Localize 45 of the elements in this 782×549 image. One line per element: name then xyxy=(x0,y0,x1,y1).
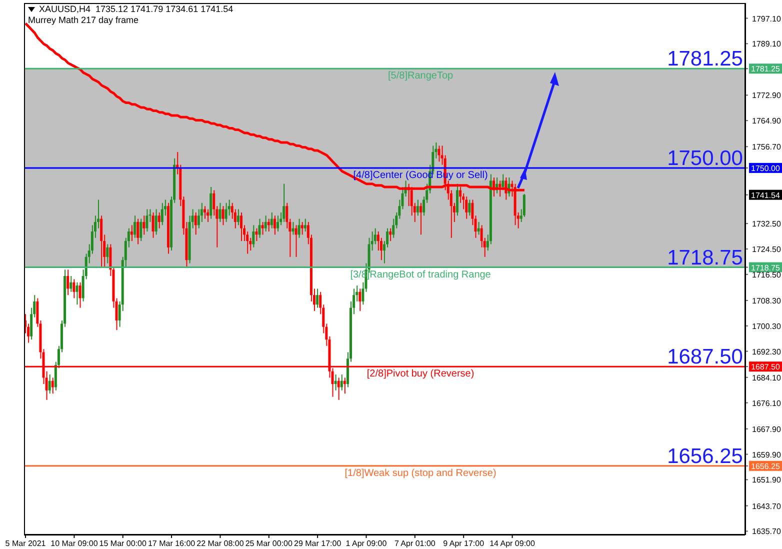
x-tick-label: 25 Mar 00:00 xyxy=(245,539,294,548)
x-tick-label: 5 Mar 2021 xyxy=(5,539,46,548)
x-tick-label: 7 Apr 01:00 xyxy=(394,539,436,548)
chart-title: XAUUSD,H4 1735.12 1741.79 1734.61 1741.54 xyxy=(39,4,234,14)
y-tick-label: 1750.00 xyxy=(751,164,780,173)
x-tick-label: 17 Mar 16:00 xyxy=(148,539,196,548)
ref-line-label: [5/8]RangeTop xyxy=(388,70,454,82)
y-tick-label: 1756.70 xyxy=(752,142,782,152)
y-tick-label: 1656.25 xyxy=(751,462,780,471)
x-tick-label: 22 Mar 08:00 xyxy=(196,539,244,548)
y-tick-label: 1764.90 xyxy=(752,116,782,126)
y-tick-label: 1687.50 xyxy=(751,362,780,372)
x-tick-label: 14 Apr 09:00 xyxy=(490,539,536,548)
y-tick-label: 1708.30 xyxy=(752,296,782,306)
text: Murrey Math 217 day frame xyxy=(28,15,140,26)
y-tick-label: 1716.50 xyxy=(752,270,782,280)
annotation: 1656.25 xyxy=(667,444,743,468)
x-tick-label: 9 Apr 17:00 xyxy=(443,539,485,548)
y-tick-label: 1772.90 xyxy=(752,91,782,100)
y-tick-label: 1667.90 xyxy=(752,424,782,434)
annotation: 1781.25 xyxy=(667,48,743,71)
x-tick-label: 29 Mar 17:00 xyxy=(294,539,342,548)
y-tick-label: 1659.90 xyxy=(752,450,782,460)
annotation: 1750.00 xyxy=(667,146,743,170)
y-tick-label: 1643.70 xyxy=(752,502,782,511)
y-tick-label: 1676.10 xyxy=(752,398,782,408)
y-tick-label: 1781.25 xyxy=(751,64,780,74)
y-tick-label: 1789.10 xyxy=(752,40,782,49)
y-tick-label: 1651.90 xyxy=(752,476,782,485)
y-tick-label: 1732.50 xyxy=(752,220,782,229)
x-tick-label: 10 Mar 09:00 xyxy=(50,539,98,548)
y-tick-label: 1741.54 xyxy=(751,190,780,200)
y-tick-label: 1684.10 xyxy=(752,373,782,382)
y-tick-label: 1635.70 xyxy=(752,527,782,536)
ref-line-label: [1/8]Weak sup (stop and Reverse) xyxy=(344,468,496,479)
y-tick-label: 1700.30 xyxy=(752,322,782,331)
y-tick-label: 1718.75 xyxy=(751,263,780,272)
x-tick-label: 1 Apr 09:00 xyxy=(346,539,388,548)
x-tick-label: 15 Mar 00:00 xyxy=(99,539,147,548)
ref-line-label: [2/8]Pivot buy (Reverse) xyxy=(366,368,474,380)
annotation: 1718.75 xyxy=(667,246,743,270)
y-tick-label: 1692.30 xyxy=(752,347,782,356)
y-tick-label: 1724.50 xyxy=(752,244,782,254)
annotation: 1687.50 xyxy=(667,346,743,369)
y-tick-label: 1797.10 xyxy=(752,14,782,24)
